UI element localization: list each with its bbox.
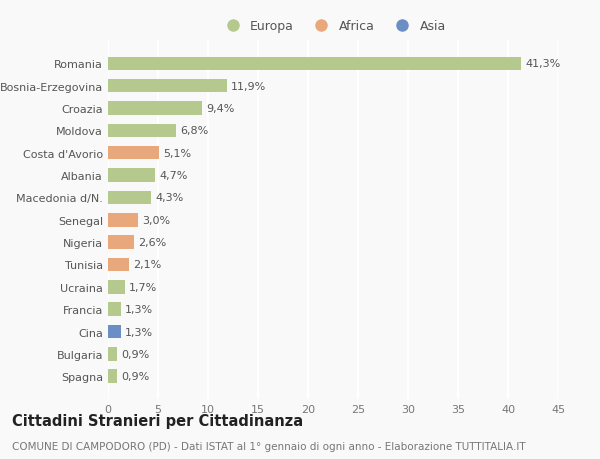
Bar <box>108 102 202 116</box>
Text: 4,3%: 4,3% <box>155 193 183 203</box>
Text: 0,9%: 0,9% <box>121 349 149 359</box>
Text: 4,7%: 4,7% <box>159 171 187 181</box>
Bar <box>108 258 129 272</box>
Text: 0,9%: 0,9% <box>121 371 149 381</box>
Text: 41,3%: 41,3% <box>525 59 560 69</box>
Bar <box>108 347 117 361</box>
Text: 5,1%: 5,1% <box>163 148 191 158</box>
Bar <box>108 80 227 93</box>
Text: 6,8%: 6,8% <box>180 126 208 136</box>
Bar <box>108 213 138 227</box>
Text: 1,7%: 1,7% <box>129 282 157 292</box>
Text: 9,4%: 9,4% <box>206 104 235 114</box>
Text: 3,0%: 3,0% <box>142 215 170 225</box>
Bar <box>108 124 176 138</box>
Text: COMUNE DI CAMPODORO (PD) - Dati ISTAT al 1° gennaio di ogni anno - Elaborazione : COMUNE DI CAMPODORO (PD) - Dati ISTAT al… <box>12 441 526 451</box>
Text: 2,1%: 2,1% <box>133 260 161 270</box>
Bar <box>108 369 117 383</box>
Legend: Europa, Africa, Asia: Europa, Africa, Asia <box>215 15 451 38</box>
Text: 1,3%: 1,3% <box>125 304 153 314</box>
Bar <box>108 280 125 294</box>
Bar <box>108 236 134 249</box>
Bar <box>108 169 155 182</box>
Text: 2,6%: 2,6% <box>138 238 166 247</box>
Bar <box>108 147 159 160</box>
Text: 11,9%: 11,9% <box>231 82 266 91</box>
Bar <box>108 57 521 71</box>
Text: 1,3%: 1,3% <box>125 327 153 337</box>
Text: Cittadini Stranieri per Cittadinanza: Cittadini Stranieri per Cittadinanza <box>12 413 303 428</box>
Bar <box>108 325 121 338</box>
Bar <box>108 191 151 205</box>
Bar <box>108 303 121 316</box>
